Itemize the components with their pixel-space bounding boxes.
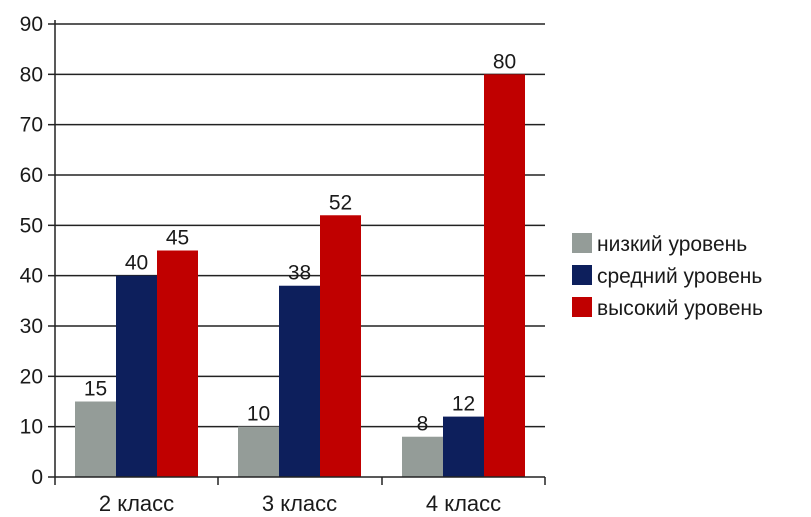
y-tick-label: 40 — [20, 265, 43, 288]
bar — [116, 275, 157, 477]
legend: низкий уровень средний уровень высокий уро… — [572, 233, 763, 320]
y-tick-label: 0 — [31, 466, 43, 489]
y-tick-label: 10 — [20, 416, 43, 439]
y-tick-label: 20 — [20, 365, 43, 388]
y-tick-label: 70 — [20, 114, 43, 137]
data-label: 80 — [493, 50, 516, 73]
legend-label: высокий уровень — [597, 297, 763, 320]
data-labels: 15 10 8 40 38 12 45 52 80 — [84, 50, 516, 435]
legend-swatch — [572, 297, 592, 317]
data-label: 10 — [247, 403, 270, 426]
y-tick-label: 30 — [20, 315, 43, 338]
data-label: 52 — [329, 191, 352, 214]
x-axis-categories: 2 класс 3 класс 4 класс — [99, 491, 501, 516]
data-label: 38 — [288, 262, 311, 285]
bar — [279, 285, 320, 477]
data-label: 40 — [125, 252, 148, 275]
y-tick-label: 50 — [20, 214, 43, 237]
bar — [443, 416, 484, 477]
y-tick-label: 80 — [20, 63, 43, 86]
axes — [54, 20, 546, 485]
legend-label: средний уровень — [597, 265, 762, 288]
x-category-label: 2 класс — [99, 491, 174, 516]
bar — [320, 215, 361, 477]
y-tick-label: 90 — [20, 13, 43, 36]
data-label: 12 — [452, 393, 475, 416]
data-label: 15 — [84, 378, 107, 401]
bar — [157, 250, 198, 477]
legend-label: низкий уровень — [597, 233, 747, 256]
y-tick-label: 60 — [20, 164, 43, 187]
y-axis-ticks: 0 10 20 30 40 50 60 70 80 90 — [20, 13, 55, 489]
bar — [402, 436, 443, 477]
legend-swatch — [572, 265, 592, 285]
x-category-label: 3 класс — [262, 491, 337, 516]
bar — [238, 426, 279, 477]
bars — [75, 74, 525, 477]
bar — [484, 74, 525, 477]
legend-swatch — [572, 233, 592, 253]
data-label: 8 — [417, 413, 429, 436]
data-label: 45 — [166, 227, 189, 250]
bar — [75, 401, 116, 477]
x-category-label: 4 класс — [426, 491, 501, 516]
